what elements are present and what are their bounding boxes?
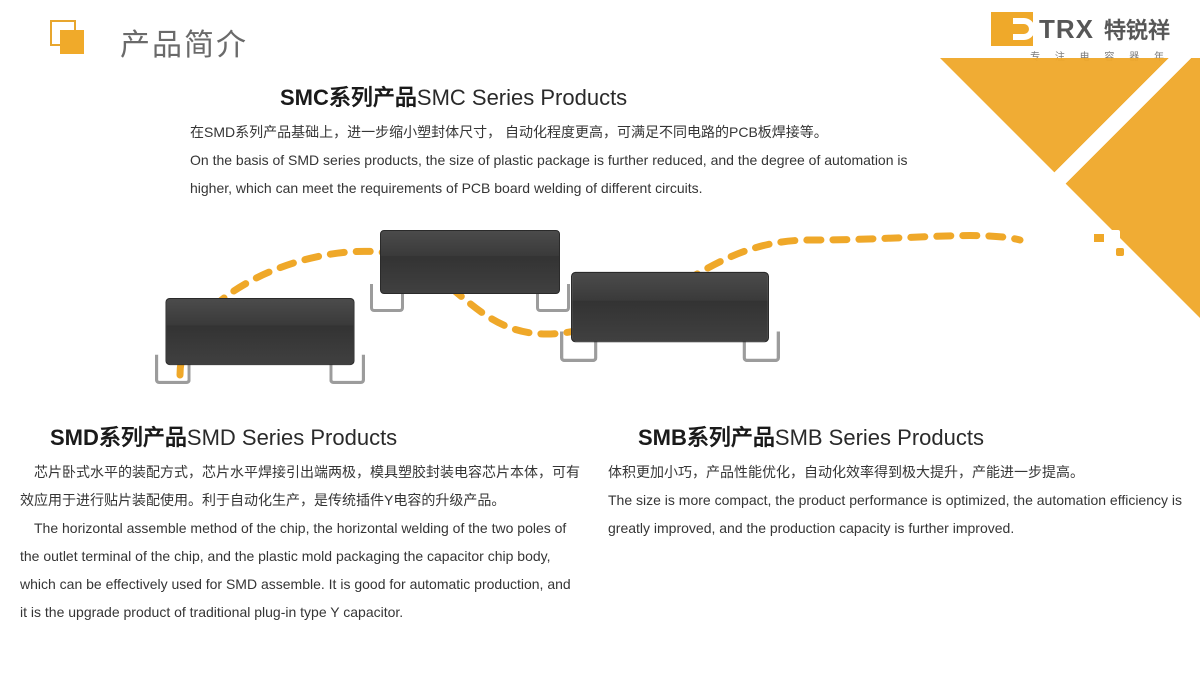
smb-component — [560, 272, 780, 362]
smc-title-en: SMC Series Products — [417, 85, 627, 110]
smd-title-en: SMD Series Products — [187, 425, 397, 450]
smb-desc-en: The size is more compact, the product pe… — [608, 486, 1188, 542]
smc-component — [370, 230, 570, 312]
smb-title-bold: SMB系列产品 — [638, 425, 775, 450]
smd-component — [155, 298, 365, 384]
smb-title-en: SMB Series Products — [775, 425, 984, 450]
smc-section: SMC系列产品SMC Series Products 在SMD系列产品基础上，进… — [190, 80, 910, 202]
smd-title: SMD系列产品SMD Series Products — [50, 420, 580, 452]
brand-logo: TRX 特锐祥 专 注 电 容 器 年 — [991, 12, 1170, 63]
smb-desc-cn: 体积更加小巧，产品性能优化，自动化效率得到极大提升，产能进一步提高。 — [608, 458, 1188, 486]
cursor-click-icon — [1090, 230, 1120, 254]
header-square-icon — [50, 20, 84, 54]
logo-cn: 特锐祥 — [1104, 13, 1170, 45]
smb-title: SMB系列产品SMB Series Products — [638, 420, 1188, 452]
paper-plane-slit — [900, 58, 1200, 318]
smb-section: SMB系列产品SMB Series Products 体积更加小巧，产品性能优化… — [608, 420, 1188, 542]
smc-title: SMC系列产品SMC Series Products — [280, 80, 910, 112]
smc-desc-cn: 在SMD系列产品基础上，进一步缩小塑封体尺寸， 自动化程度更高，可满足不同电路的… — [190, 118, 910, 146]
logo-mark-icon — [991, 12, 1033, 46]
logo-latin: TRX — [1039, 14, 1094, 45]
smc-title-bold: SMC系列产品 — [280, 85, 417, 110]
smd-title-bold: SMD系列产品 — [50, 425, 187, 450]
smd-desc-en: The horizontal assemble method of the ch… — [20, 514, 580, 626]
smd-section: SMD系列产品SMD Series Products 芯片卧式水平的装配方式，芯… — [20, 420, 580, 626]
page-title: 产品简介 — [120, 20, 248, 64]
smd-desc-cn: 芯片卧式水平的装配方式，芯片水平焊接引出端两极，模具塑胶封装电容芯片本体，可有效… — [20, 458, 580, 514]
smc-desc-en: On the basis of SMD series products, the… — [190, 146, 910, 202]
